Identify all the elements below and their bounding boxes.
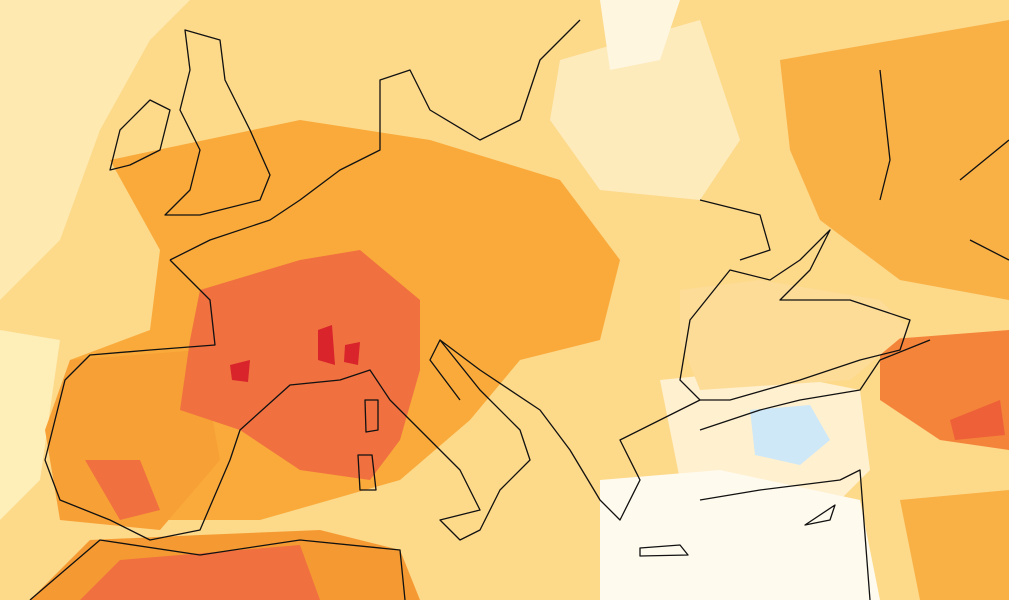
- atlantic-pale-south: [0, 330, 60, 520]
- france-red: [180, 250, 420, 480]
- coast-north-africa: [29, 539, 406, 600]
- cold-spot: [750, 405, 830, 465]
- coast-azov: [699, 199, 771, 261]
- coast-anatolia: [699, 339, 931, 600]
- coast-east: [879, 69, 1009, 261]
- coast-black-sea: [679, 229, 911, 401]
- east-med-white: [600, 470, 880, 600]
- north-white: [600, 0, 680, 70]
- coast-ireland: [109, 99, 171, 171]
- baltic-pale: [550, 20, 740, 200]
- coastlines: [29, 19, 1009, 600]
- africa-red: [80, 545, 320, 600]
- hotspot: [318, 325, 335, 365]
- hotspot: [344, 342, 360, 365]
- coast-britain: [164, 29, 271, 216]
- coast-crete-cyprus: [639, 504, 836, 557]
- coast-balkans: [439, 339, 701, 521]
- iberia-red: [85, 460, 160, 520]
- coast-west-med: [44, 259, 531, 541]
- hotspot: [230, 360, 250, 382]
- russia-orange: [780, 20, 1009, 300]
- atlantic-pale: [0, 0, 190, 300]
- iberia-orange: [45, 350, 220, 530]
- coast-north-sea: [169, 19, 581, 261]
- middle-east-red: [950, 400, 1005, 440]
- coast-islands: [357, 399, 379, 491]
- arabia-orange: [900, 490, 1009, 600]
